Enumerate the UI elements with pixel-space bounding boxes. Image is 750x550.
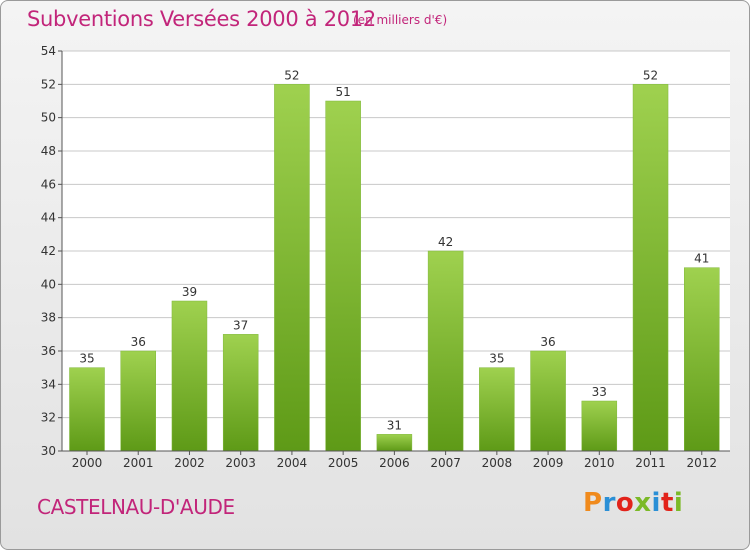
y-tick-label: 32 xyxy=(41,411,56,425)
chart-subtitle: (en milliers d'€) xyxy=(353,13,448,27)
x-tick-label: 2004 xyxy=(277,456,308,470)
x-tick-label: 2009 xyxy=(533,456,564,470)
y-tick-label: 30 xyxy=(41,444,56,458)
x-tick-label: 2000 xyxy=(72,456,103,470)
bar-value-label: 39 xyxy=(182,285,197,299)
bar xyxy=(69,367,105,452)
bar xyxy=(171,300,208,452)
bar xyxy=(325,100,361,452)
bar-value-label: 31 xyxy=(387,418,402,432)
bar-value-label: 52 xyxy=(643,68,658,82)
bar-value-label: 36 xyxy=(131,335,146,349)
bar-value-label: 41 xyxy=(694,252,709,266)
x-tick-label: 2007 xyxy=(430,456,461,470)
x-tick-label: 2003 xyxy=(225,456,256,470)
x-tick-label: 2002 xyxy=(174,456,205,470)
y-tick-label: 40 xyxy=(41,277,56,291)
bar-value-label: 42 xyxy=(438,235,453,249)
x-tick-label: 2005 xyxy=(328,456,359,470)
bar xyxy=(479,367,515,452)
bar-value-label: 37 xyxy=(233,318,248,332)
logo-letter: o xyxy=(615,488,635,518)
bar xyxy=(530,350,566,452)
bar-value-label: 51 xyxy=(336,85,351,99)
logo-letter: r xyxy=(602,488,616,518)
x-tick-label: 2012 xyxy=(686,456,717,470)
bar-value-label: 36 xyxy=(540,335,555,349)
x-tick-label: 2001 xyxy=(123,456,154,470)
y-tick-label: 54 xyxy=(41,44,56,58)
logo-letter: t xyxy=(660,488,674,518)
y-tick-label: 36 xyxy=(41,344,56,358)
y-tick-label: 52 xyxy=(41,77,56,91)
bar-value-label: 33 xyxy=(592,385,607,399)
y-tick-label: 34 xyxy=(41,377,56,391)
bar xyxy=(581,400,618,452)
logo-letter: P xyxy=(583,488,603,518)
logo-letter: i xyxy=(651,488,661,518)
chart-title: Subventions Versées 2000 à 2012 xyxy=(27,7,376,31)
proxiti-logo[interactable]: Proxiti xyxy=(583,488,683,518)
x-tick-label: 2006 xyxy=(379,456,410,470)
bar xyxy=(376,434,413,452)
y-tick-label: 50 xyxy=(41,111,56,125)
bar xyxy=(684,267,720,452)
y-tick-label: 46 xyxy=(41,177,56,191)
y-tick-label: 42 xyxy=(41,244,56,258)
commune-name: CASTELNAU-D'AUDE xyxy=(37,495,235,519)
bar-value-label: 35 xyxy=(489,352,504,366)
bar xyxy=(632,84,669,452)
x-tick-label: 2008 xyxy=(482,456,513,470)
logo-letter: x xyxy=(634,488,652,518)
bar xyxy=(274,84,310,452)
bar xyxy=(120,350,156,452)
bar xyxy=(427,250,464,452)
bar xyxy=(222,334,259,452)
y-tick-label: 48 xyxy=(41,144,56,158)
x-tick-label: 2010 xyxy=(584,456,615,470)
bar-value-label: 35 xyxy=(79,352,94,366)
y-tick-label: 38 xyxy=(41,311,56,325)
bar-value-label: 52 xyxy=(284,68,299,82)
logo-letter: i xyxy=(673,488,684,518)
y-tick-label: 44 xyxy=(41,211,56,225)
x-tick-label: 2011 xyxy=(635,456,666,470)
